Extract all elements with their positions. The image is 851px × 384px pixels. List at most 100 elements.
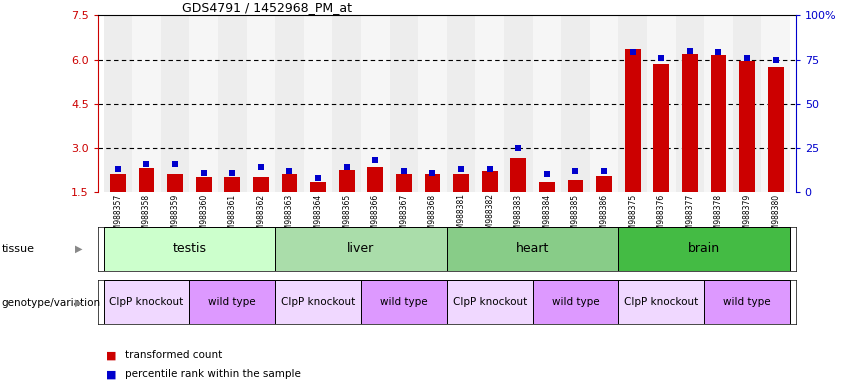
Text: ClpP knockout: ClpP knockout <box>453 297 527 308</box>
Bar <box>304 227 333 271</box>
Bar <box>768 67 784 192</box>
Bar <box>647 15 676 192</box>
Point <box>226 169 239 175</box>
Bar <box>275 15 304 192</box>
Bar <box>161 227 190 271</box>
Bar <box>619 15 647 192</box>
Text: ■: ■ <box>106 369 120 379</box>
Point <box>397 168 411 174</box>
Bar <box>190 15 218 192</box>
Bar <box>447 227 476 271</box>
Bar <box>704 280 790 324</box>
Bar <box>218 15 247 192</box>
Bar <box>311 182 326 192</box>
Bar <box>275 280 361 324</box>
Bar <box>368 167 383 192</box>
Bar <box>561 15 590 192</box>
Text: ClpP knockout: ClpP knockout <box>281 297 355 308</box>
Bar <box>282 174 297 192</box>
Bar <box>590 227 619 271</box>
Bar <box>676 227 704 271</box>
Bar <box>390 227 418 271</box>
Point <box>454 166 468 172</box>
Point <box>111 166 125 172</box>
Text: liver: liver <box>347 242 374 255</box>
Bar <box>190 280 275 324</box>
Bar <box>139 169 154 192</box>
Bar <box>704 227 733 271</box>
Text: genotype/variation: genotype/variation <box>2 298 100 308</box>
Bar <box>247 227 275 271</box>
Bar <box>625 49 641 192</box>
Point <box>140 161 153 167</box>
Bar <box>454 174 469 192</box>
Bar <box>539 182 555 192</box>
Point <box>568 168 582 174</box>
Bar <box>361 227 390 271</box>
Bar <box>275 227 447 271</box>
Text: ClpP knockout: ClpP knockout <box>110 297 184 308</box>
Bar <box>447 15 476 192</box>
Bar <box>476 15 504 192</box>
Bar <box>339 170 355 192</box>
Bar <box>733 227 762 271</box>
Bar <box>418 15 447 192</box>
Text: transformed count: transformed count <box>125 350 222 360</box>
Text: ▶: ▶ <box>75 244 83 254</box>
Bar <box>225 177 240 192</box>
Bar <box>196 177 212 192</box>
Point <box>197 169 210 175</box>
Text: brain: brain <box>688 242 720 255</box>
Bar <box>418 227 447 271</box>
Bar <box>247 15 275 192</box>
Bar <box>132 15 161 192</box>
Bar <box>104 280 190 324</box>
Bar <box>447 280 533 324</box>
Bar <box>104 15 132 192</box>
Bar <box>597 176 612 192</box>
Bar <box>676 15 704 192</box>
Bar <box>253 177 269 192</box>
Text: wild type: wild type <box>380 297 428 308</box>
Bar <box>390 15 418 192</box>
Bar <box>704 15 733 192</box>
Point <box>625 50 639 56</box>
Bar <box>161 15 190 192</box>
Text: heart: heart <box>516 242 549 255</box>
Point <box>711 50 725 56</box>
Point <box>311 175 325 181</box>
Text: wild type: wild type <box>723 297 771 308</box>
Bar <box>482 171 498 192</box>
Bar <box>533 15 561 192</box>
Point <box>168 161 182 167</box>
Text: GDS4791 / 1452968_PM_at: GDS4791 / 1452968_PM_at <box>181 1 351 14</box>
Bar <box>476 227 504 271</box>
Bar <box>167 174 183 192</box>
Bar <box>533 227 561 271</box>
Point <box>340 164 353 170</box>
Text: ▶: ▶ <box>75 298 83 308</box>
Bar <box>104 227 275 271</box>
Text: wild type: wild type <box>551 297 599 308</box>
Bar <box>711 55 727 192</box>
Bar <box>304 15 333 192</box>
Bar <box>682 54 698 192</box>
Bar <box>361 280 447 324</box>
Point <box>283 168 296 174</box>
Bar <box>533 280 619 324</box>
Point <box>740 55 754 61</box>
Bar <box>762 15 790 192</box>
Bar <box>504 15 533 192</box>
Bar <box>396 174 412 192</box>
Bar <box>740 61 755 192</box>
Bar <box>590 15 619 192</box>
Bar <box>647 227 676 271</box>
Bar <box>619 227 790 271</box>
Bar <box>568 180 583 192</box>
Point <box>654 55 668 61</box>
Text: percentile rank within the sample: percentile rank within the sample <box>125 369 301 379</box>
Bar <box>561 227 590 271</box>
Point <box>368 157 382 163</box>
Text: wild type: wild type <box>208 297 256 308</box>
Bar <box>619 280 704 324</box>
